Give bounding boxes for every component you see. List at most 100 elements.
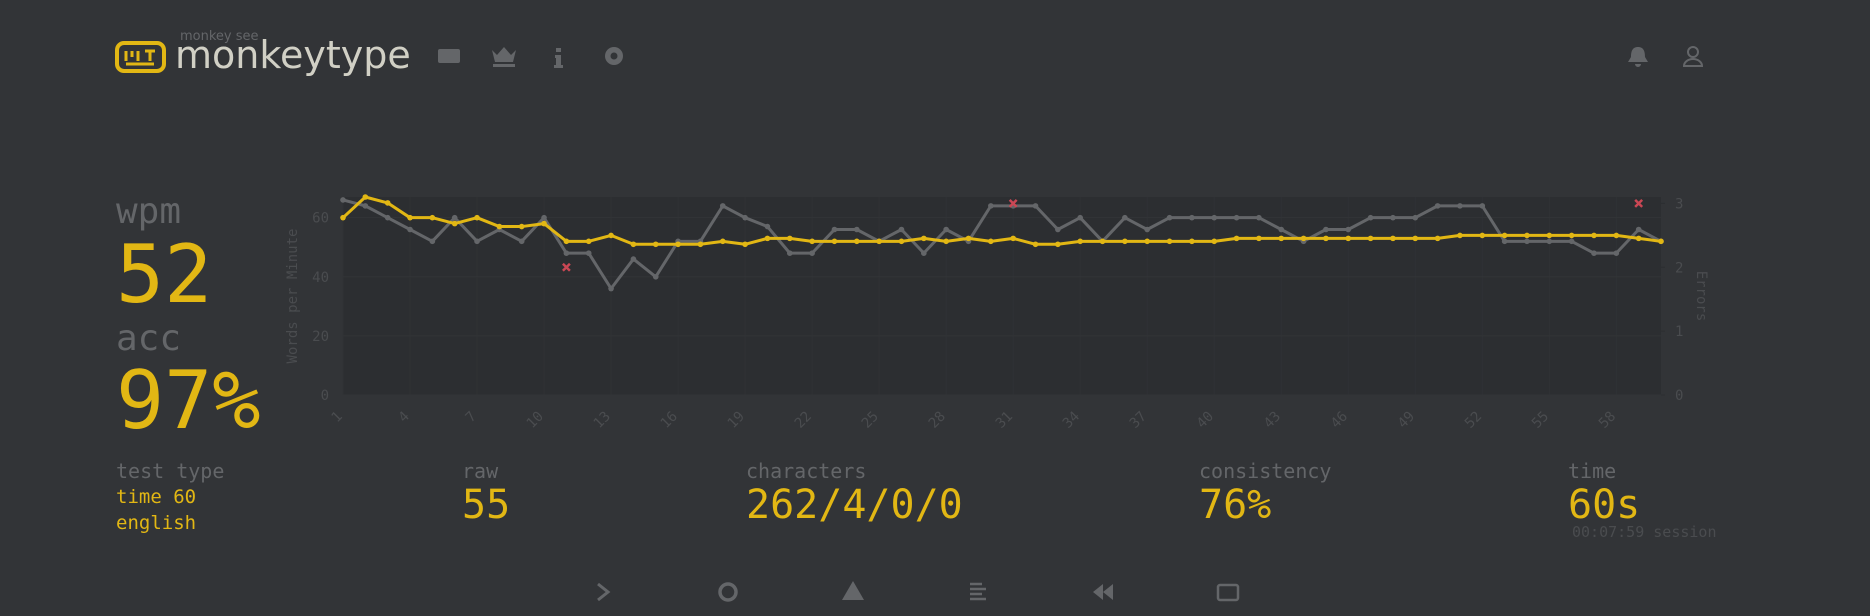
x-tick-label: 31 xyxy=(993,409,1016,432)
point xyxy=(809,250,815,256)
stat-label: test type xyxy=(116,459,224,483)
actions xyxy=(597,581,1240,602)
point xyxy=(898,238,905,245)
point xyxy=(1166,238,1173,245)
point xyxy=(1457,232,1463,239)
point xyxy=(1144,226,1151,233)
keyboard-icon[interactable] xyxy=(438,49,460,63)
report-button[interactable] xyxy=(842,581,864,600)
point xyxy=(429,238,436,245)
notifications-icon[interactable] xyxy=(1628,47,1648,67)
stat-value: 262/4/0/0 xyxy=(746,482,963,528)
error-mark xyxy=(1634,199,1644,208)
point xyxy=(407,214,413,221)
point xyxy=(652,241,659,248)
point xyxy=(921,250,927,256)
point xyxy=(474,214,480,221)
point xyxy=(1211,214,1218,221)
account-body xyxy=(1682,58,1704,67)
point xyxy=(496,223,503,230)
point xyxy=(1278,235,1285,242)
point xyxy=(1613,250,1620,256)
point xyxy=(1390,235,1396,242)
point xyxy=(630,256,637,262)
logo-keys xyxy=(124,49,155,66)
point xyxy=(1010,235,1016,242)
point xyxy=(585,238,592,245)
point xyxy=(1233,214,1240,221)
account-icon[interactable] xyxy=(1687,46,1699,58)
point xyxy=(1278,226,1285,233)
x-tick-label: 58 xyxy=(1596,409,1619,432)
point xyxy=(1434,203,1441,209)
point xyxy=(563,250,570,256)
point xyxy=(362,194,369,200)
point xyxy=(1524,232,1530,239)
x-tick-label: 52 xyxy=(1462,409,1485,432)
point xyxy=(384,200,391,206)
point xyxy=(429,214,436,221)
x-tick-label: 49 xyxy=(1395,409,1418,432)
point xyxy=(1457,203,1463,209)
plot-area xyxy=(343,197,1661,395)
point xyxy=(1434,235,1441,242)
point xyxy=(1233,235,1240,242)
x-tick-label: 10 xyxy=(524,409,547,432)
series-line xyxy=(342,198,1662,291)
words-history-button[interactable] xyxy=(970,582,986,601)
logo[interactable]: monkey see monkeytype xyxy=(115,29,411,77)
y-tick-label: 20 xyxy=(312,329,329,345)
chart: 1 4 7 10 13 16 19 22 25 28 31 34 37 40 43 46 49 52 55 58020… xyxy=(285,194,1709,432)
point xyxy=(1144,238,1151,245)
x-tick-label: 40 xyxy=(1194,409,1217,432)
y2-axis-title: Errors xyxy=(1693,271,1709,322)
replay-button[interactable] xyxy=(1093,584,1113,600)
x-tick-label: 43 xyxy=(1261,409,1284,432)
point xyxy=(1390,214,1396,221)
point xyxy=(742,214,748,221)
point xyxy=(1479,203,1486,209)
point xyxy=(988,238,994,245)
point xyxy=(675,241,681,248)
stat-label: characters xyxy=(746,459,866,483)
point xyxy=(1345,226,1352,233)
restart-button[interactable] xyxy=(718,582,738,602)
x-tick-label: 7 xyxy=(463,409,480,426)
point xyxy=(1032,241,1039,248)
point xyxy=(384,214,391,221)
nav xyxy=(438,46,1704,68)
x-tick-label: 16 xyxy=(658,409,681,432)
logo-text: monkeytype xyxy=(175,33,411,77)
point xyxy=(652,273,659,280)
point xyxy=(876,238,882,245)
point xyxy=(451,214,458,221)
point xyxy=(965,235,972,242)
point xyxy=(719,203,726,209)
point xyxy=(1546,232,1553,239)
point xyxy=(608,285,614,292)
point xyxy=(630,241,637,248)
y-axis-title: Words per Minute xyxy=(285,229,301,364)
point xyxy=(1345,235,1352,242)
leaderboard-icon[interactable] xyxy=(492,47,516,67)
y2-tick-label: 3 xyxy=(1675,196,1683,212)
about-icon[interactable] xyxy=(554,48,563,68)
point xyxy=(1122,238,1128,245)
screenshot-button[interactable] xyxy=(1216,583,1240,602)
point xyxy=(697,241,704,248)
y2-tick-label: 2 xyxy=(1675,260,1683,276)
point xyxy=(921,235,927,242)
stat-label: raw xyxy=(462,459,499,483)
point xyxy=(1591,232,1597,239)
stat-value: 60s xyxy=(1568,482,1640,528)
point xyxy=(1635,235,1642,242)
point xyxy=(1635,226,1642,233)
point xyxy=(943,226,949,233)
stat-value: 55 xyxy=(462,482,510,528)
x-tick-label: 4 xyxy=(396,409,413,426)
point xyxy=(719,238,726,245)
point xyxy=(1256,214,1262,221)
point xyxy=(451,220,458,227)
next-test-button[interactable] xyxy=(597,582,611,602)
point xyxy=(1546,238,1553,245)
